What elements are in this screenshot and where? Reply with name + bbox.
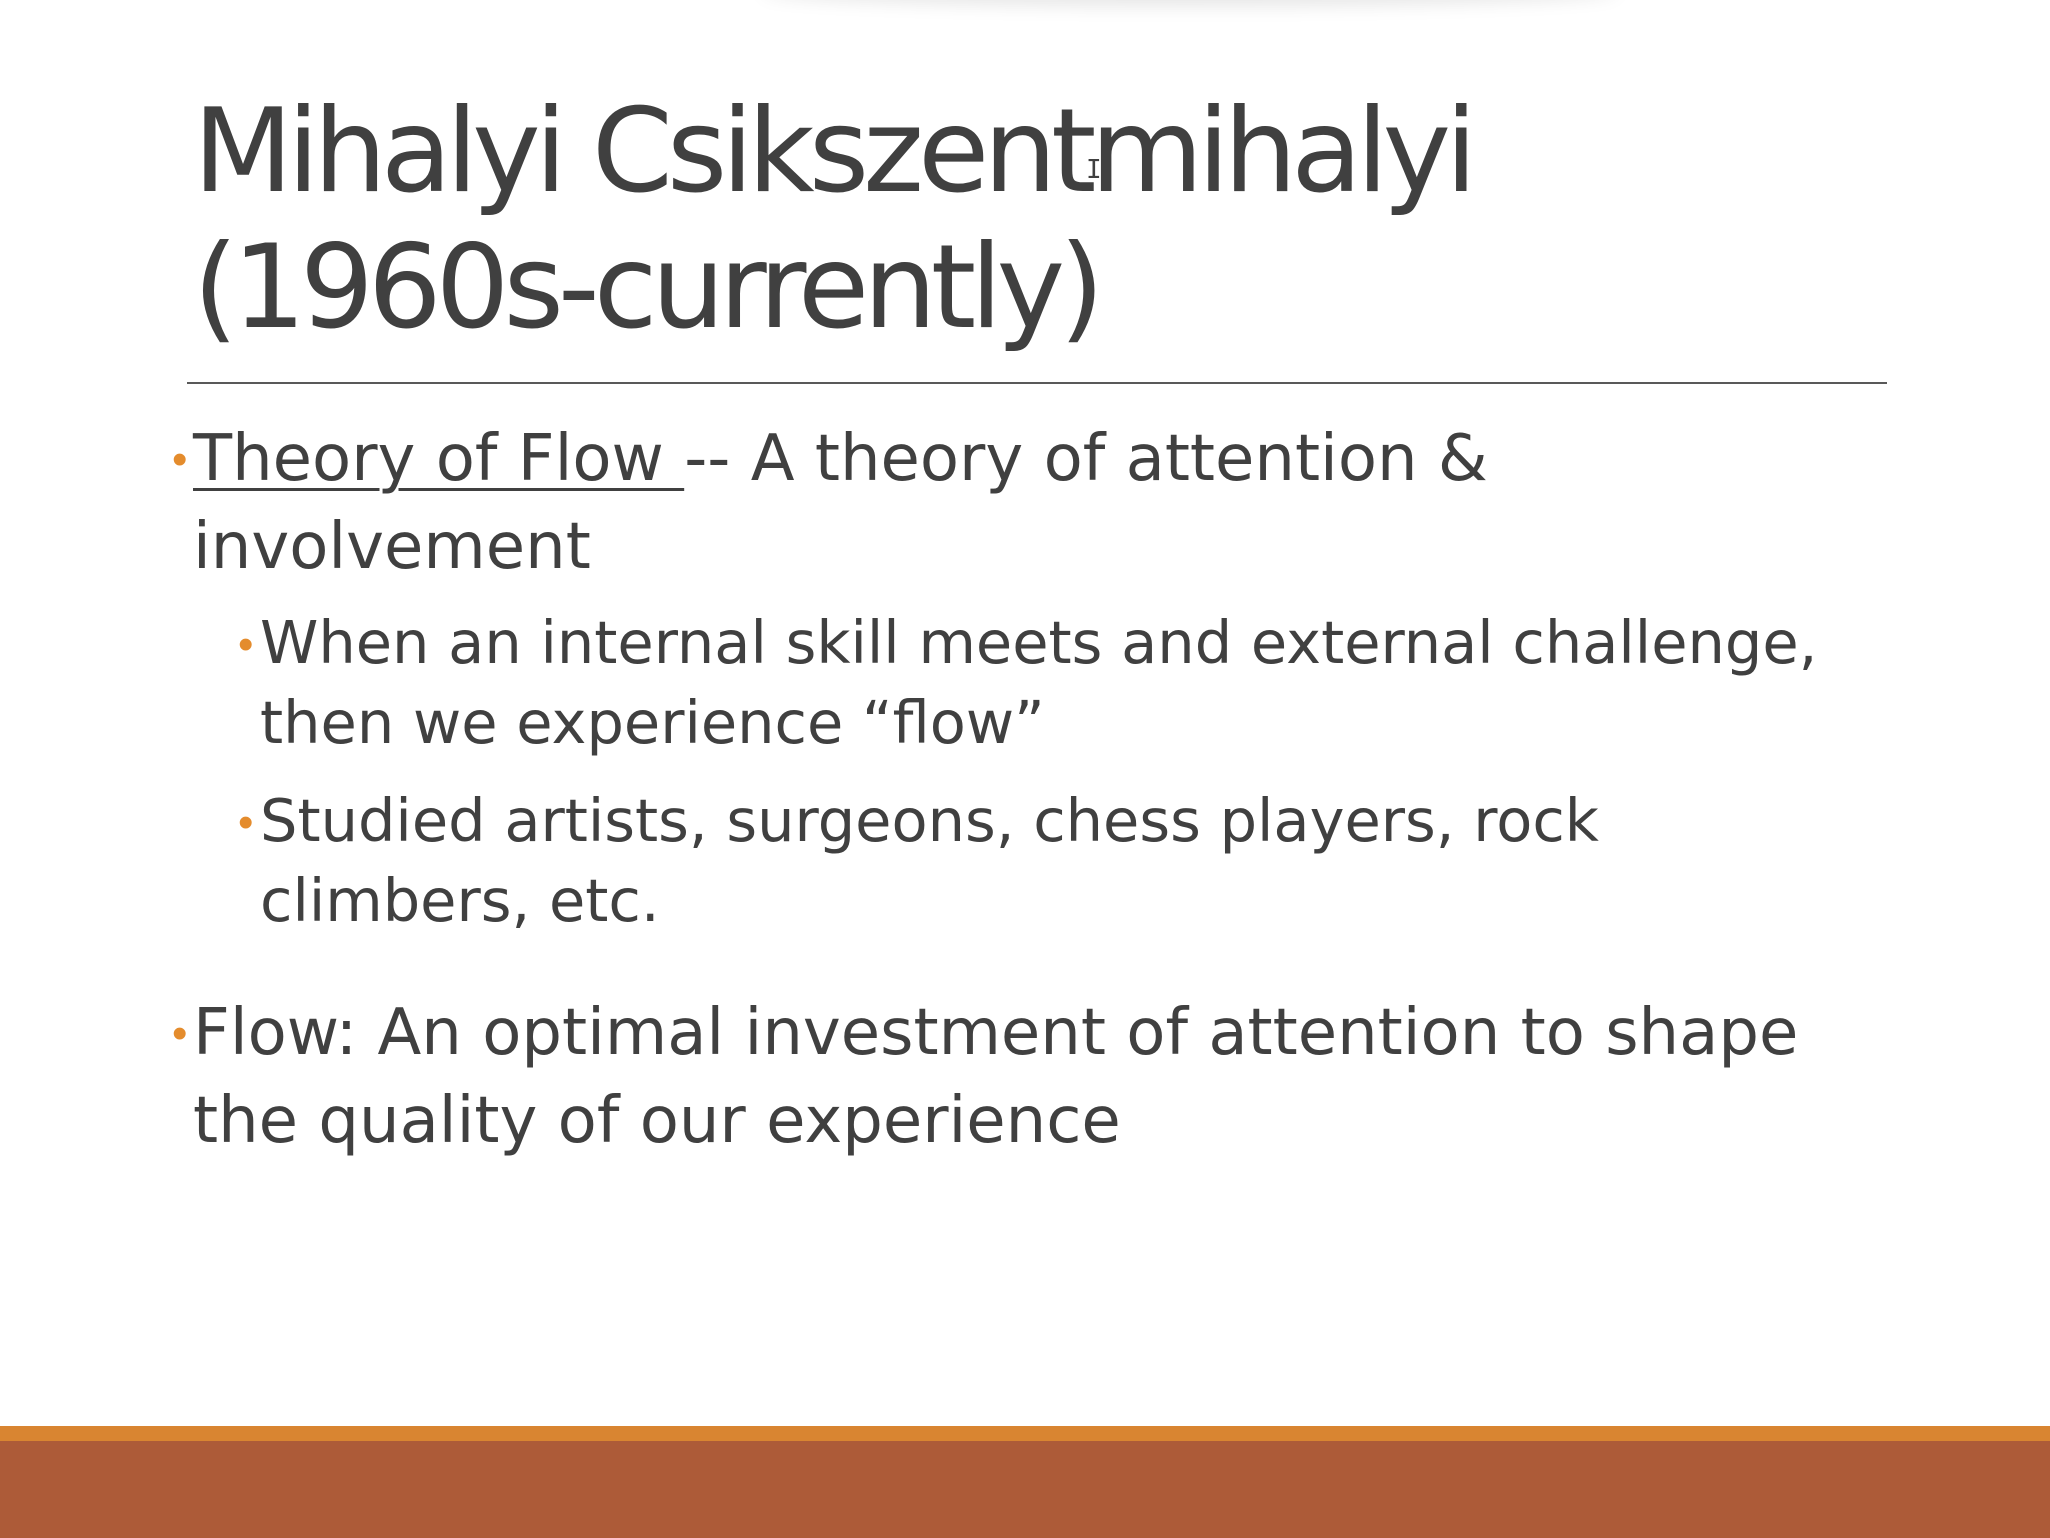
footer-bar	[0, 1441, 2050, 1538]
text-cursor-icon: I	[1086, 155, 1102, 185]
bullet-icon: •	[172, 435, 188, 484]
slide-title-line-1: Mihalyi Csikszentmihalyi	[193, 84, 1477, 219]
theory-of-flow-description: -- A theory of attention &	[684, 422, 1488, 496]
sub-bullet-studied-groups-line-1: Studied artists, surgeons, chess players…	[260, 786, 1599, 855]
bullet-icon: •	[172, 1009, 188, 1058]
slide-title: Mihalyi Csikszentmihalyi (1960s-currentl…	[193, 84, 1893, 356]
footer-accent-bar	[0, 1426, 2050, 1441]
sub-bullet-skill-challenge: When an internal skill meets and externa…	[260, 603, 1817, 763]
title-divider	[187, 382, 1887, 384]
bullet-theory-of-flow-line-2: involvement	[193, 510, 591, 584]
sub-bullet-studied-groups: Studied artists, surgeons, chess players…	[260, 781, 1599, 941]
slide-title-line-2: (1960s-currently)	[193, 220, 1104, 355]
sub-bullet-icon: •	[238, 798, 254, 847]
bullet-theory-of-flow: Theory of Flow -- A theory of attention …	[193, 415, 1488, 591]
bullet-flow-definition-line-1: Flow: An optimal investment of attention…	[193, 996, 1799, 1070]
sub-bullet-skill-challenge-line-1: When an internal skill meets and externa…	[260, 608, 1818, 677]
sub-bullet-studied-groups-line-2: climbers, etc.	[260, 866, 660, 935]
sub-bullet-skill-challenge-line-2: then we experience “flow”	[260, 688, 1045, 757]
bullet-flow-definition-line-2: the quality of our experience	[193, 1084, 1121, 1158]
theory-of-flow-underlined: Theory of Flow	[193, 422, 685, 496]
bullet-theory-of-flow-line-1: Theory of Flow -- A theory of attention …	[193, 415, 1488, 503]
bullet-flow-definition: Flow: An optimal investment of attention…	[193, 989, 1798, 1165]
sub-bullet-icon: •	[238, 620, 254, 669]
